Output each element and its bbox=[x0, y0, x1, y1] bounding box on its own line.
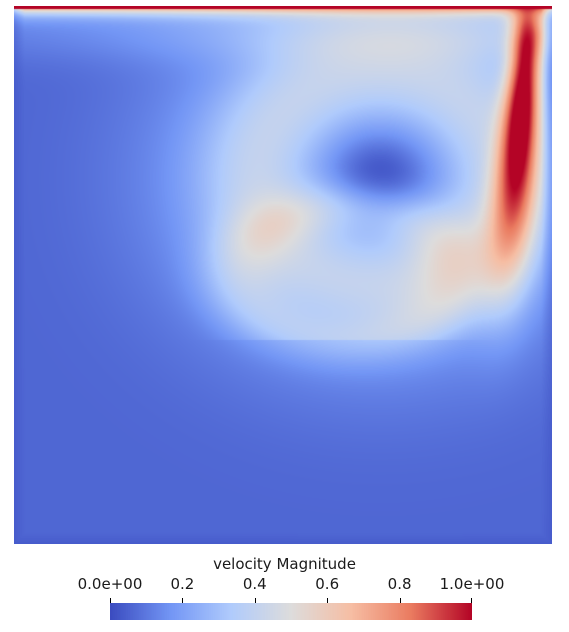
colorbar-tick-mark bbox=[110, 598, 111, 605]
colorbar-tick-label: 0.4 bbox=[242, 575, 267, 593]
velocity-magnitude-field bbox=[14, 6, 552, 544]
colorbar-tick-label: 0.8 bbox=[387, 575, 412, 593]
colorbar-title: velocity Magnitude bbox=[213, 555, 356, 573]
colorbar-tick-mark bbox=[471, 598, 472, 605]
colorbar-tick-mark bbox=[255, 598, 256, 605]
colorbar-tick-label: 0.6 bbox=[315, 575, 340, 593]
colorbar-tick-label: 0.0e+00 bbox=[77, 575, 143, 593]
colorbar-tick-label: 1.0e+00 bbox=[439, 575, 505, 593]
colorbar-tick-mark bbox=[327, 598, 328, 605]
colorbar-tick-mark bbox=[182, 598, 183, 605]
colorbar-tick-label: 0.2 bbox=[170, 575, 195, 593]
colorbar-tick-mark bbox=[400, 598, 401, 605]
colorbar bbox=[110, 603, 472, 620]
